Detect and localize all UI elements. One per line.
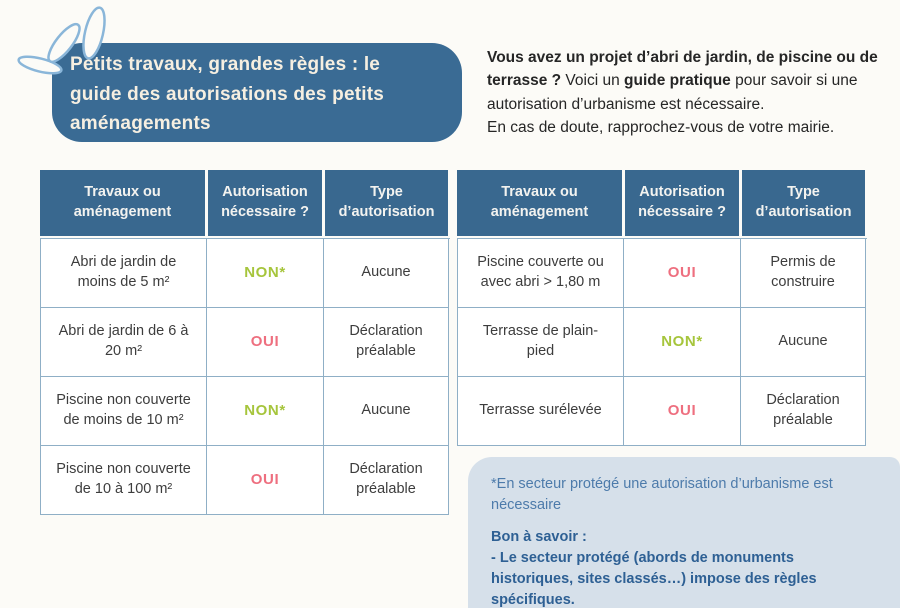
cell-answer: OUI (624, 239, 741, 308)
column-header-autorisation: Autorisation nécessaire ? (208, 170, 322, 236)
cell-answer: OUI (207, 446, 324, 515)
intro-line-2: En cas de doute, rapprochez-vous de votr… (487, 118, 835, 136)
column-header-type: Type d’autorisation (742, 170, 865, 236)
note-box: *En secteur protégé une autorisation d’u… (468, 457, 900, 608)
cell-label: Piscine couverte ou avec abri > 1,80 m (458, 239, 624, 308)
column-header-travaux: Travaux ou aménagement (40, 170, 205, 236)
leaf-icon (82, 6, 106, 60)
intro-normal-2: pour savoir si une autorisation d’urbani… (487, 72, 858, 113)
left-table-body: Abri de jardin de moins de 5 m² NON* Auc… (40, 238, 450, 515)
intro-paragraph: Vous avez un projet d’abri de jardin, de… (487, 46, 893, 116)
intro-normal-1: Voici un (561, 72, 625, 90)
intro-text: Vous avez un projet d’abri de jardin, de… (487, 46, 893, 139)
cell-label: Abri de jardin de 6 à 20 m² (41, 308, 207, 377)
cell-answer: OUI (207, 308, 324, 377)
table-row: Abri de jardin de moins de 5 m² NON* Auc… (41, 239, 450, 308)
cell-type: Déclaration préalable (324, 308, 449, 377)
cell-answer: OUI (624, 377, 741, 446)
table-row: Abri de jardin de 6 à 20 m² OUI Déclarat… (41, 308, 450, 377)
cell-answer: NON* (207, 377, 324, 446)
column-header-travaux: Travaux ou aménagement (457, 170, 622, 236)
cell-answer: NON* (207, 239, 324, 308)
cell-type: Aucune (324, 239, 449, 308)
note-asterisk-line: *En secteur protégé une autorisation d’u… (491, 476, 833, 514)
table-row: Terrasse surélevée OUI Déclaration préal… (458, 377, 867, 446)
right-table-header: Travaux ou aménagement Autorisation néce… (457, 170, 867, 236)
intro-bold-lead: Vous avez un projet d’abri de jardin, de… (487, 49, 878, 90)
left-table: Travaux ou aménagement Autorisation néce… (40, 170, 450, 515)
cell-type: Aucune (741, 308, 866, 377)
right-table: Travaux ou aménagement Autorisation néce… (457, 170, 867, 446)
intro-bold-2: guide pratique (624, 72, 731, 90)
note-bullet-1: - Le secteur protégé (abords de monument… (491, 550, 817, 608)
leaf-icon (47, 22, 81, 64)
left-table-header: Travaux ou aménagement Autorisation néce… (40, 170, 450, 236)
cell-label: Terrasse surélevée (458, 377, 624, 446)
title-banner: Petits travaux, grandes règles : le guid… (52, 43, 462, 142)
cell-answer: NON* (624, 308, 741, 377)
column-header-autorisation: Autorisation nécessaire ? (625, 170, 739, 236)
cell-label: Terrasse de plain-pied (458, 308, 624, 377)
column-header-type: Type d’autorisation (325, 170, 448, 236)
cell-label: Piscine non couverte de 10 à 100 m² (41, 446, 207, 515)
cell-type: Déclaration préalable (741, 377, 866, 446)
leaf-icon (17, 55, 63, 75)
cell-type: Déclaration préalable (324, 446, 449, 515)
cell-type: Aucune (324, 377, 449, 446)
note-heading: Bon à savoir : (491, 529, 587, 546)
cell-label: Abri de jardin de moins de 5 m² (41, 239, 207, 308)
leaves-decoration-icon (17, 6, 106, 75)
table-row: Piscine non couverte de 10 à 100 m² OUI … (41, 446, 450, 515)
table-row: Piscine couverte ou avec abri > 1,80 m O… (458, 239, 867, 308)
right-table-body: Piscine couverte ou avec abri > 1,80 m O… (457, 238, 867, 446)
table-row: Piscine non couverte de moins de 10 m² N… (41, 377, 450, 446)
cell-label: Piscine non couverte de moins de 10 m² (41, 377, 207, 446)
cell-type: Permis de construire (741, 239, 866, 308)
page-title: Petits travaux, grandes règles : le guid… (70, 54, 385, 135)
table-row: Terrasse de plain-pied NON* Aucune (458, 308, 867, 377)
